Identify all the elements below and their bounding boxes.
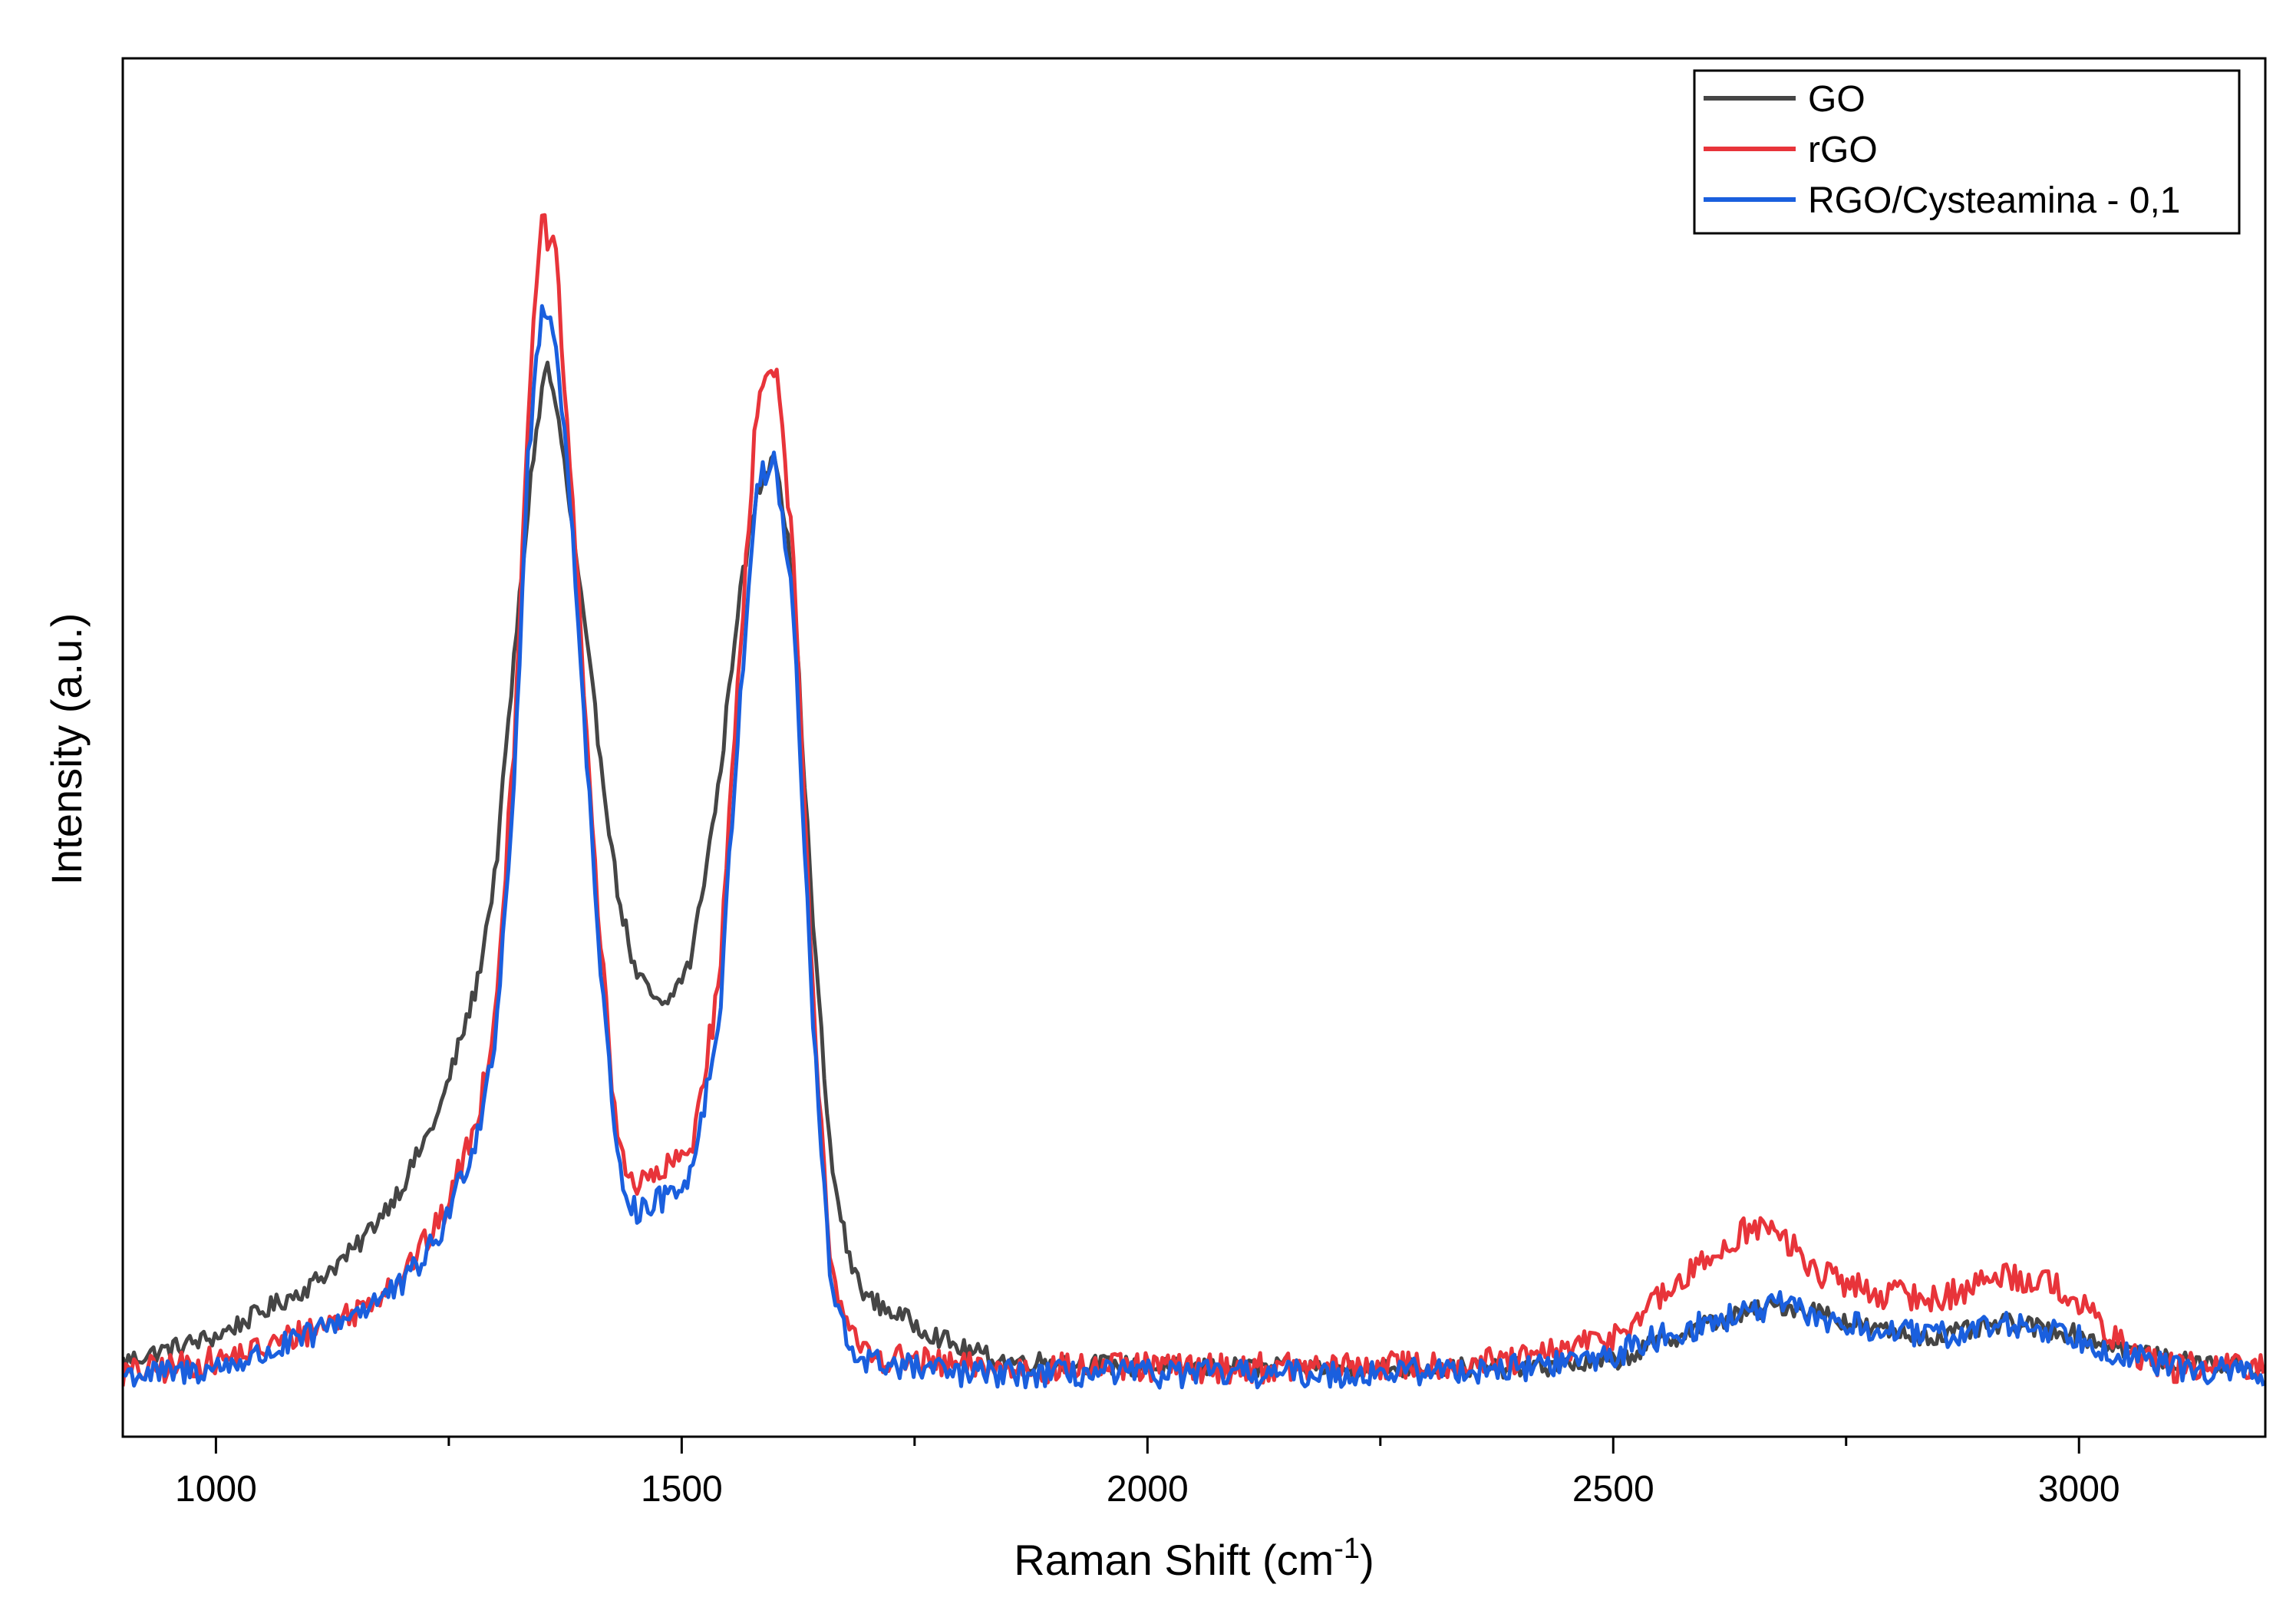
x-tick-label: 1000 [175,1469,257,1510]
x-tick-label: 3000 [2038,1469,2120,1510]
x-tick-label: 1500 [641,1469,723,1510]
series-line-rgo-cysteamina-0-1 [123,304,2265,1390]
series-line-rgo [123,213,2265,1387]
legend-label: GO [1808,79,1866,120]
x-tick-label: 2500 [1572,1469,1654,1510]
x-axis-ticks: 1000 1500 2000 2500 3000 [175,1437,2120,1510]
x-tick-label: 2000 [1107,1469,1189,1510]
legend-label: rGO [1808,130,1878,170]
legend-label: RGO/Cysteamina - 0,1 [1808,180,2180,221]
legend: GO rGO RGO/Cysteamina - 0,1 [1693,69,2241,235]
x-axis-label: Raman Shift (cm-1) [1014,1533,1374,1584]
plot-frame [121,57,2267,1438]
y-axis-label: Intensity (a.u.) [42,613,91,886]
series-layer [123,213,2265,1390]
